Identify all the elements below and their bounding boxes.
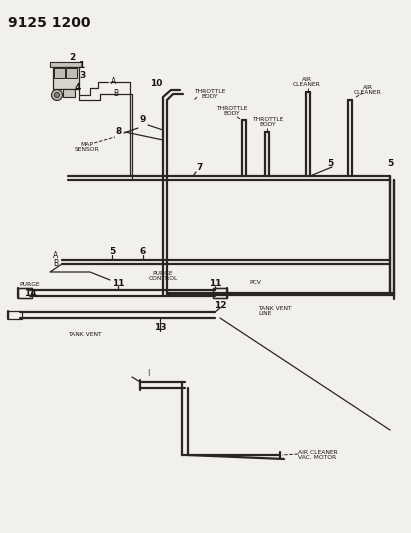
Text: THROTTLE
BODY: THROTTLE BODY — [252, 117, 284, 127]
Text: 3: 3 — [79, 70, 85, 79]
Text: THROTTLE
BODY: THROTTLE BODY — [216, 106, 248, 116]
Bar — [213, 288, 227, 298]
Text: 8: 8 — [116, 127, 122, 136]
Bar — [8, 311, 22, 319]
Text: PURGE: PURGE — [20, 281, 40, 287]
Text: 5: 5 — [387, 158, 393, 167]
Text: 10: 10 — [150, 78, 162, 87]
Text: 12: 12 — [214, 301, 226, 310]
Text: THROTTLE
BODY: THROTTLE BODY — [194, 88, 226, 99]
Bar — [50, 62, 82, 67]
Text: TANK VENT: TANK VENT — [68, 333, 102, 337]
Text: 6: 6 — [140, 247, 146, 256]
Text: 14: 14 — [24, 288, 36, 297]
Bar — [63, 89, 75, 97]
Text: 11: 11 — [209, 279, 221, 287]
Text: 9: 9 — [140, 116, 146, 125]
Bar — [53, 67, 79, 89]
Text: PURGE
CONTROL: PURGE CONTROL — [148, 271, 178, 281]
Text: 5: 5 — [327, 158, 333, 167]
Text: 11: 11 — [112, 279, 124, 287]
Circle shape — [55, 93, 60, 98]
Text: 5: 5 — [109, 247, 115, 256]
Text: 13: 13 — [154, 324, 166, 333]
Text: B: B — [113, 90, 118, 99]
Text: |: | — [147, 369, 149, 376]
Text: B: B — [53, 260, 58, 269]
Text: AIR
CLEANER: AIR CLEANER — [293, 77, 321, 87]
Text: 1: 1 — [78, 61, 84, 70]
Text: A: A — [53, 252, 58, 261]
Text: A: A — [111, 77, 116, 86]
Circle shape — [51, 90, 62, 101]
Text: AIR CLEANER
VAC. MOTOR: AIR CLEANER VAC. MOTOR — [298, 450, 338, 461]
Bar — [18, 288, 32, 298]
Text: TANK VENT
LINE: TANK VENT LINE — [258, 305, 292, 317]
Bar — [66, 68, 77, 78]
Text: 9125 1200: 9125 1200 — [8, 16, 90, 30]
Text: 2: 2 — [69, 53, 75, 62]
Text: 4: 4 — [75, 83, 81, 92]
Bar — [54, 68, 65, 78]
Text: PCV: PCV — [249, 280, 261, 286]
Text: 7: 7 — [197, 164, 203, 173]
Text: AIR
CLEANER: AIR CLEANER — [354, 85, 382, 95]
Text: MAP
SENSOR: MAP SENSOR — [75, 142, 99, 152]
